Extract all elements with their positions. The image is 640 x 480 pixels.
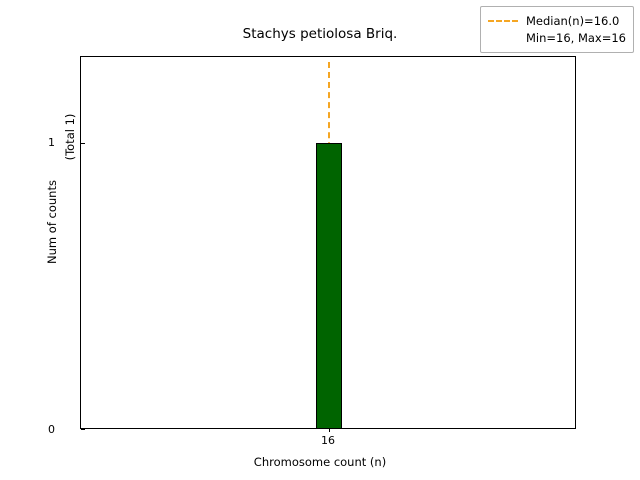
ytick-mark-1 [81,143,85,144]
ytick-label-0: 0 [48,423,55,436]
ytick-mark-0 [81,429,85,430]
xtick-mark-16 [329,428,330,432]
legend-label-minmax: Min=16, Max=16 [525,30,626,45]
legend-entry-minmax: Min=16, Max=16 [488,29,626,46]
ytick-label-1: 1 [48,136,55,149]
y-axis-label: Num of counts [45,52,59,392]
plot-area [80,56,576,432]
y-axis-label-line1: Num of counts [45,180,59,264]
dashed-line-icon [487,19,518,22]
legend-entry-median: Median(n)=16.0 [487,12,626,29]
bar-16 [316,143,342,429]
legend-label-median: Median(n)=16.0 [525,13,620,28]
legend: Median(n)=16.0 Min=16, Max=16 [479,6,634,53]
xtick-label-16: 16 [321,434,335,447]
chart-title: Stachys petiolosa Briq. [242,26,398,42]
y-axis-label-total: (Total 1) [63,0,77,307]
x-axis-label: Chromosome count (n) [253,455,387,469]
y-axis-label-line2: (Total 1) [63,113,77,161]
